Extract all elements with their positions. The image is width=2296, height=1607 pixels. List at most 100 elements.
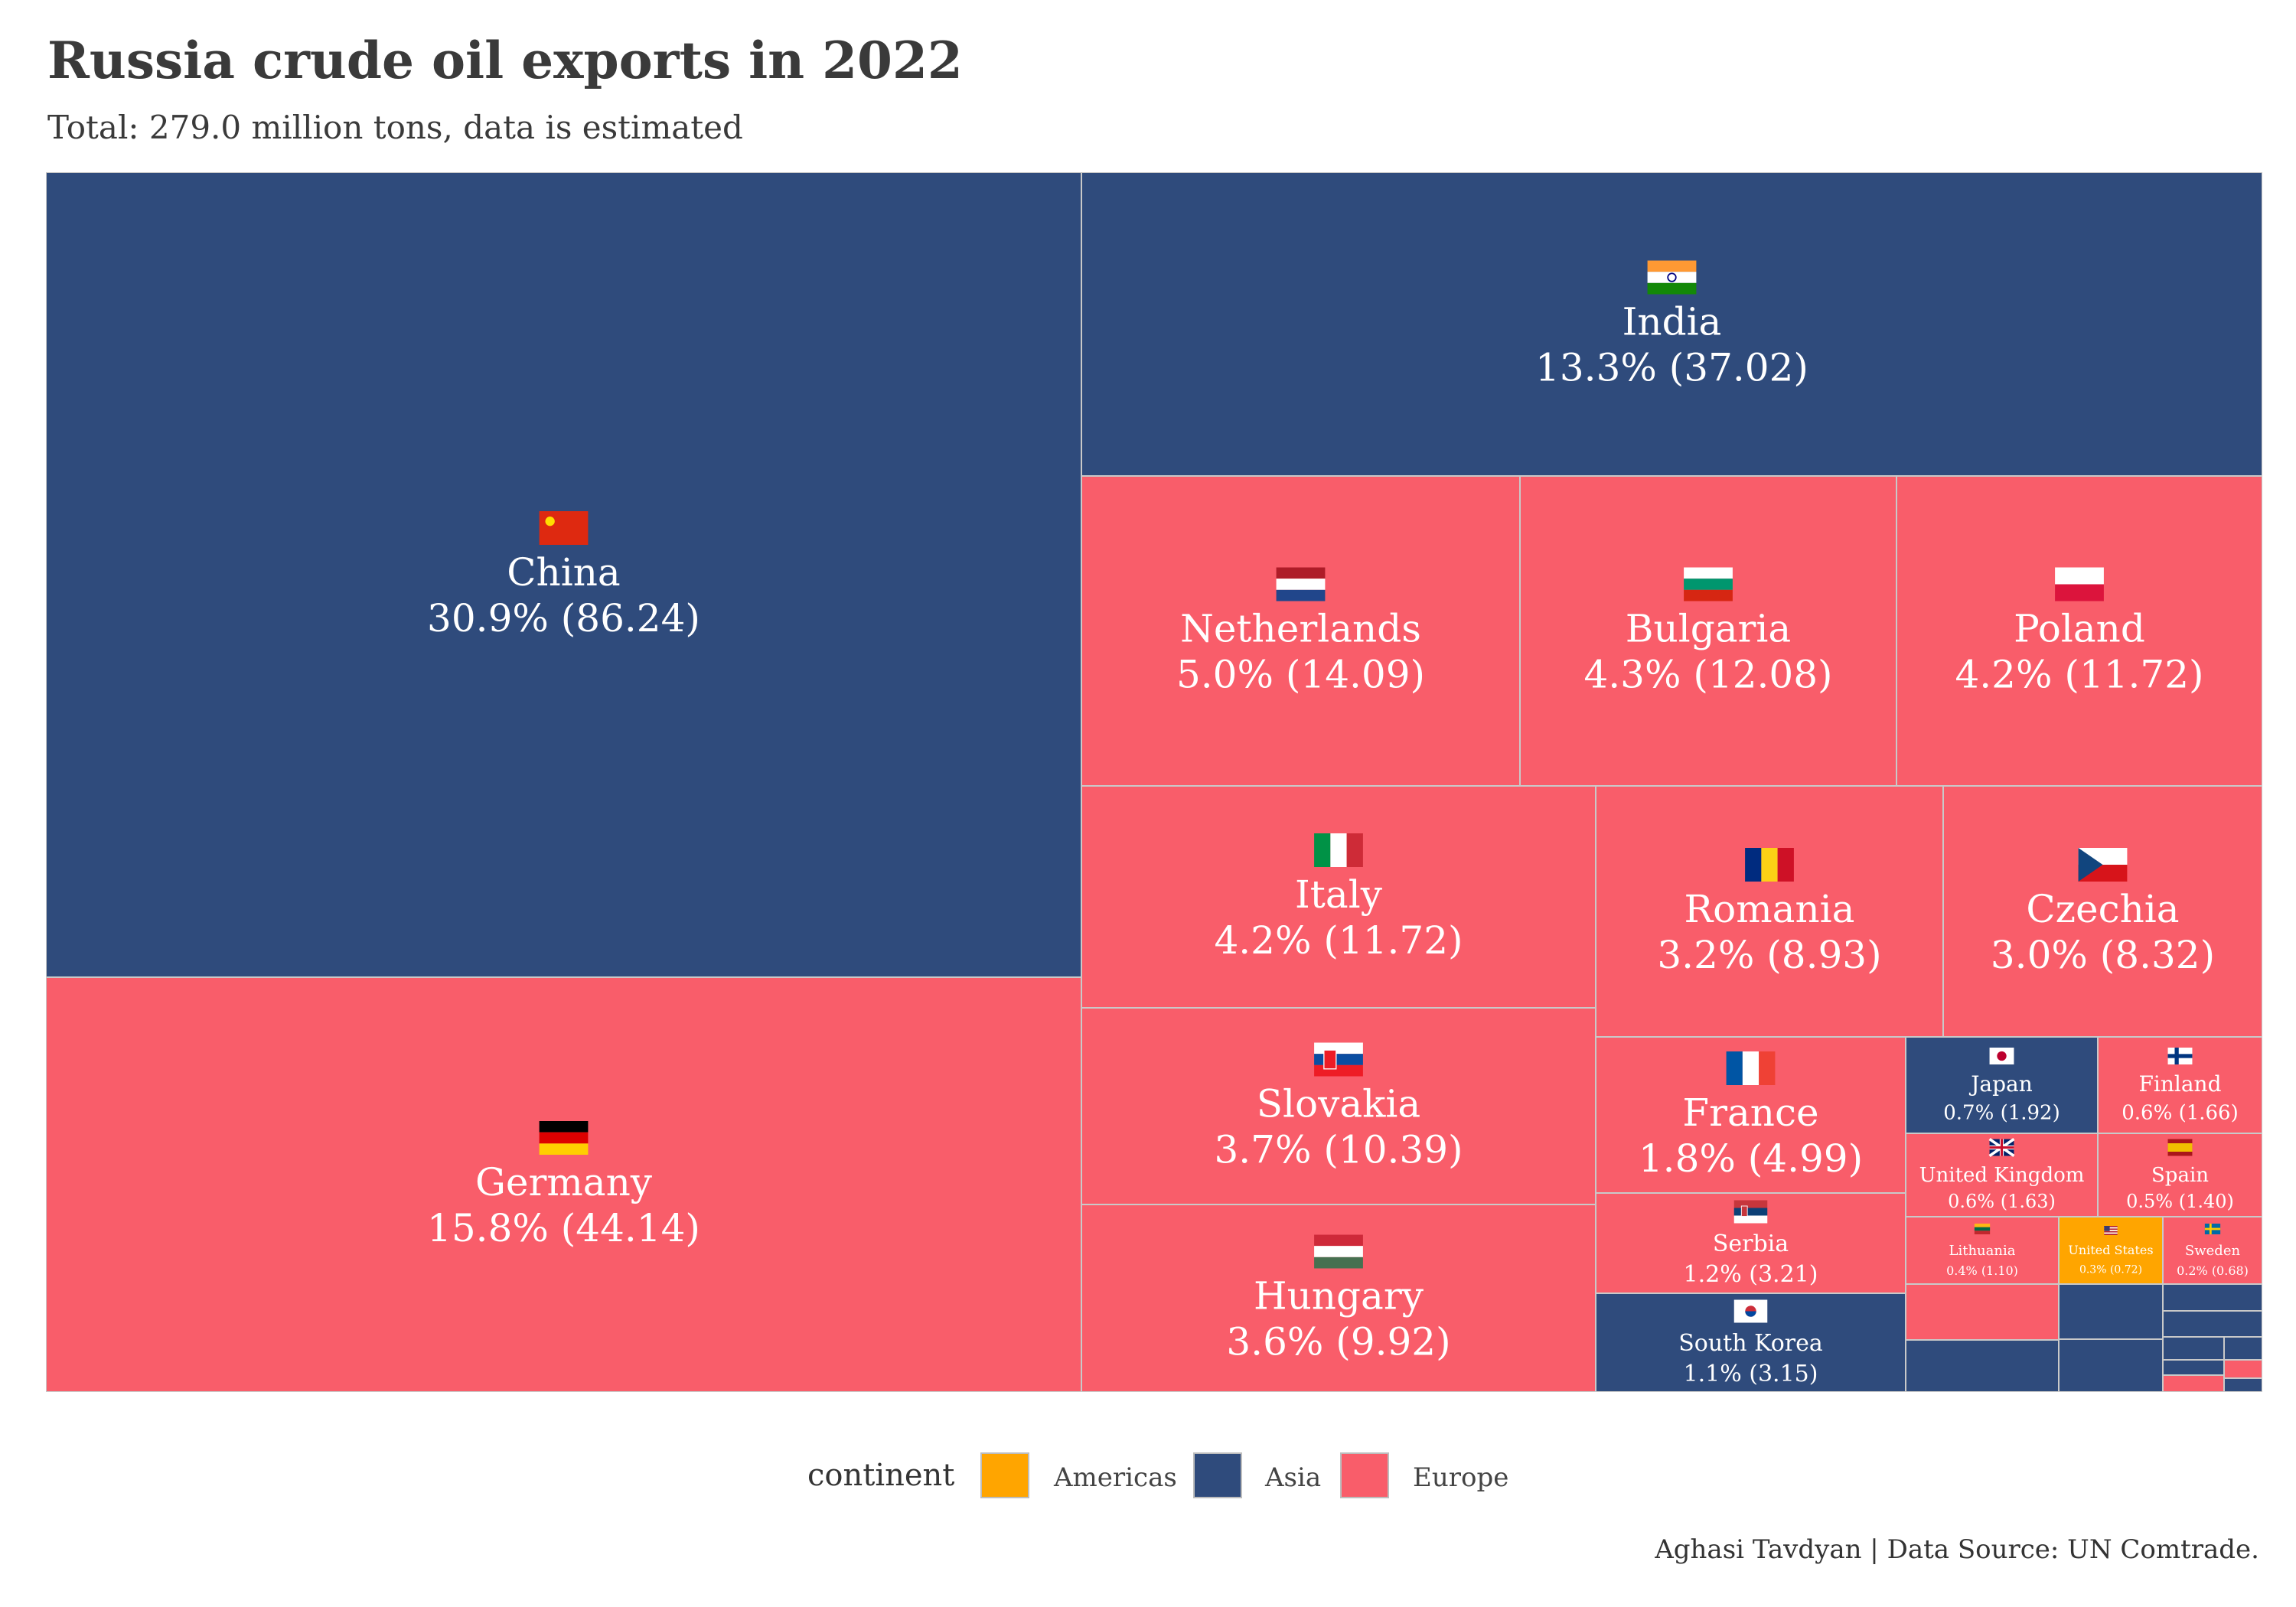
tile-name-spain: Spain [2151, 1164, 2209, 1187]
tile-value-italy: 4.2% (11.72) [1214, 918, 1463, 963]
tile-value-germany: 15.8% (44.14) [427, 1206, 700, 1250]
legend-title: continent [807, 1458, 955, 1493]
tile-rect-small-country-27 [2162, 1336, 2225, 1361]
tile-finland: Finland 0.6% (1.66) [2097, 1036, 2262, 1134]
tile-rect-small-country-26 [2162, 1310, 2262, 1338]
tile-name-japan: Japan [1968, 1071, 2033, 1097]
tile-small-country-21 [1905, 1283, 2060, 1341]
tile-value-south-korea: 1.1% (3.15) [1684, 1361, 1818, 1387]
tile-serbia: Serbia 1.2% (3.21) [1595, 1192, 1906, 1294]
finland-flag-icon [2167, 1048, 2193, 1064]
tile-value-india: 13.3% (37.02) [1535, 346, 1808, 390]
chart-title: Russia crude oil exports in 2022 [47, 31, 963, 90]
lithuania-flag-icon [1974, 1224, 1991, 1234]
tile-rect-small-country-31 [2223, 1359, 2262, 1379]
tile-value-japan: 0.7% (1.92) [1943, 1101, 2060, 1124]
tile-rect-slovakia [1081, 1007, 1596, 1205]
italy-flag-icon [1314, 833, 1363, 867]
tile-name-serbia: Serbia [1713, 1231, 1789, 1257]
tile-rect-small-country-32 [2223, 1377, 2262, 1392]
tile-name-germany: Germany [475, 1160, 653, 1204]
tile-small-country-23 [2058, 1283, 2164, 1340]
tile-name-sweden: Sweden [2185, 1243, 2241, 1259]
tile-small-country-29 [2162, 1359, 2225, 1376]
sweden-flag-icon [2204, 1224, 2221, 1234]
tile-name-finland: Finland [2138, 1071, 2221, 1097]
tile-value-united-kingdom: 0.6% (1.63) [1948, 1191, 2056, 1212]
tile-rect-small-country-25 [2162, 1283, 2262, 1312]
tile-small-country-27 [2162, 1336, 2225, 1361]
france-flag-icon [1726, 1051, 1776, 1085]
united-kingdom-flag-icon [1988, 1138, 2015, 1157]
germany-flag-icon [539, 1121, 589, 1155]
tile-value-bulgaria: 4.3% (12.08) [1583, 653, 1832, 697]
tile-value-spain: 0.5% (1.40) [2126, 1191, 2234, 1212]
legend-label-americas: Americas [1054, 1462, 1177, 1493]
romania-flag-icon [1745, 848, 1794, 882]
tile-rect-netherlands [1081, 475, 1521, 787]
tile-small-country-31 [2223, 1359, 2262, 1379]
tile-name-czechia: Czechia [2026, 887, 2179, 931]
tile-name-bulgaria: Bulgaria [1626, 607, 1791, 651]
legend-key-americas [980, 1452, 1029, 1498]
tile-value-france: 1.8% (4.99) [1639, 1136, 1863, 1181]
tile-rect-romania [1595, 785, 1944, 1038]
tile-small-country-25 [2162, 1283, 2262, 1312]
tile-united-states: United States 0.3% (0.72) [2058, 1216, 2164, 1285]
tile-value-lithuania: 0.4% (1.10) [1946, 1263, 2018, 1278]
legend-key-europe [1340, 1452, 1389, 1498]
tile-value-poland: 4.2% (11.72) [1955, 653, 2203, 697]
tile-small-country-28 [2223, 1336, 2262, 1361]
netherlands-flag-icon [1276, 567, 1326, 601]
poland-flag-icon [2055, 567, 2104, 601]
tile-value-finland: 0.6% (1.66) [2122, 1101, 2239, 1124]
tile-name-lithuania: Lithuania [1949, 1243, 2016, 1259]
japan-flag-icon [1989, 1048, 2014, 1064]
tile-name-india: India [1623, 300, 1722, 344]
tile-value-netherlands: 5.0% (14.09) [1176, 653, 1425, 697]
legend: continent Americas Asia Europe [0, 1450, 2296, 1504]
tile-name-netherlands: Netherlands [1180, 607, 1421, 651]
caption: Aghasi Tavdyan | Data Source: UN Comtrad… [1655, 1534, 2259, 1565]
tile-sweden: Sweden 0.2% (0.68) [2162, 1216, 2262, 1285]
czechia-flag-icon [2078, 848, 2128, 882]
tile-rect-small-country-30 [2162, 1374, 2225, 1392]
tile-rect-germany [46, 976, 1082, 1392]
tile-rect-poland [1896, 475, 2262, 787]
china-flag-icon [539, 511, 589, 545]
tile-name-hungary: Hungary [1254, 1274, 1424, 1319]
tile-rect-small-country-24 [2058, 1338, 2164, 1392]
tile-small-country-30 [2162, 1374, 2225, 1392]
legend-label-asia: Asia [1265, 1462, 1322, 1493]
tile-lithuania: Lithuania 0.4% (1.10) [1905, 1216, 2060, 1285]
tile-name-poland: Poland [2014, 607, 2145, 651]
tile-small-country-32 [2223, 1377, 2262, 1392]
tile-value-romania: 3.2% (8.93) [1657, 933, 1881, 977]
tile-south-korea: South Korea 1.1% (3.15) [1595, 1292, 1906, 1392]
tile-name-united-states: United States [2068, 1243, 2153, 1257]
tile-value-slovakia: 3.7% (10.39) [1214, 1128, 1463, 1172]
tile-name-france: France [1682, 1090, 1818, 1135]
tile-rect-china [46, 172, 1082, 978]
chart-subtitle: Total: 279.0 million tons, data is estim… [47, 109, 743, 146]
tile-value-sweden: 0.2% (0.68) [2177, 1263, 2249, 1278]
legend-label-europe: Europe [1413, 1462, 1509, 1493]
tile-rect-small-country-28 [2223, 1336, 2262, 1361]
tile-name-united-kingdom: United Kingdom [1919, 1164, 2085, 1187]
tile-small-country-22 [1905, 1339, 2060, 1392]
tile-value-united-states: 0.3% (0.72) [2079, 1263, 2142, 1276]
tile-value-china: 30.9% (86.24) [427, 596, 700, 641]
tile-rect-small-country-22 [1905, 1339, 2060, 1392]
slovakia-flag-icon [1314, 1042, 1363, 1077]
tile-small-country-24 [2058, 1338, 2164, 1392]
tile-name-romania: Romania [1684, 887, 1855, 931]
